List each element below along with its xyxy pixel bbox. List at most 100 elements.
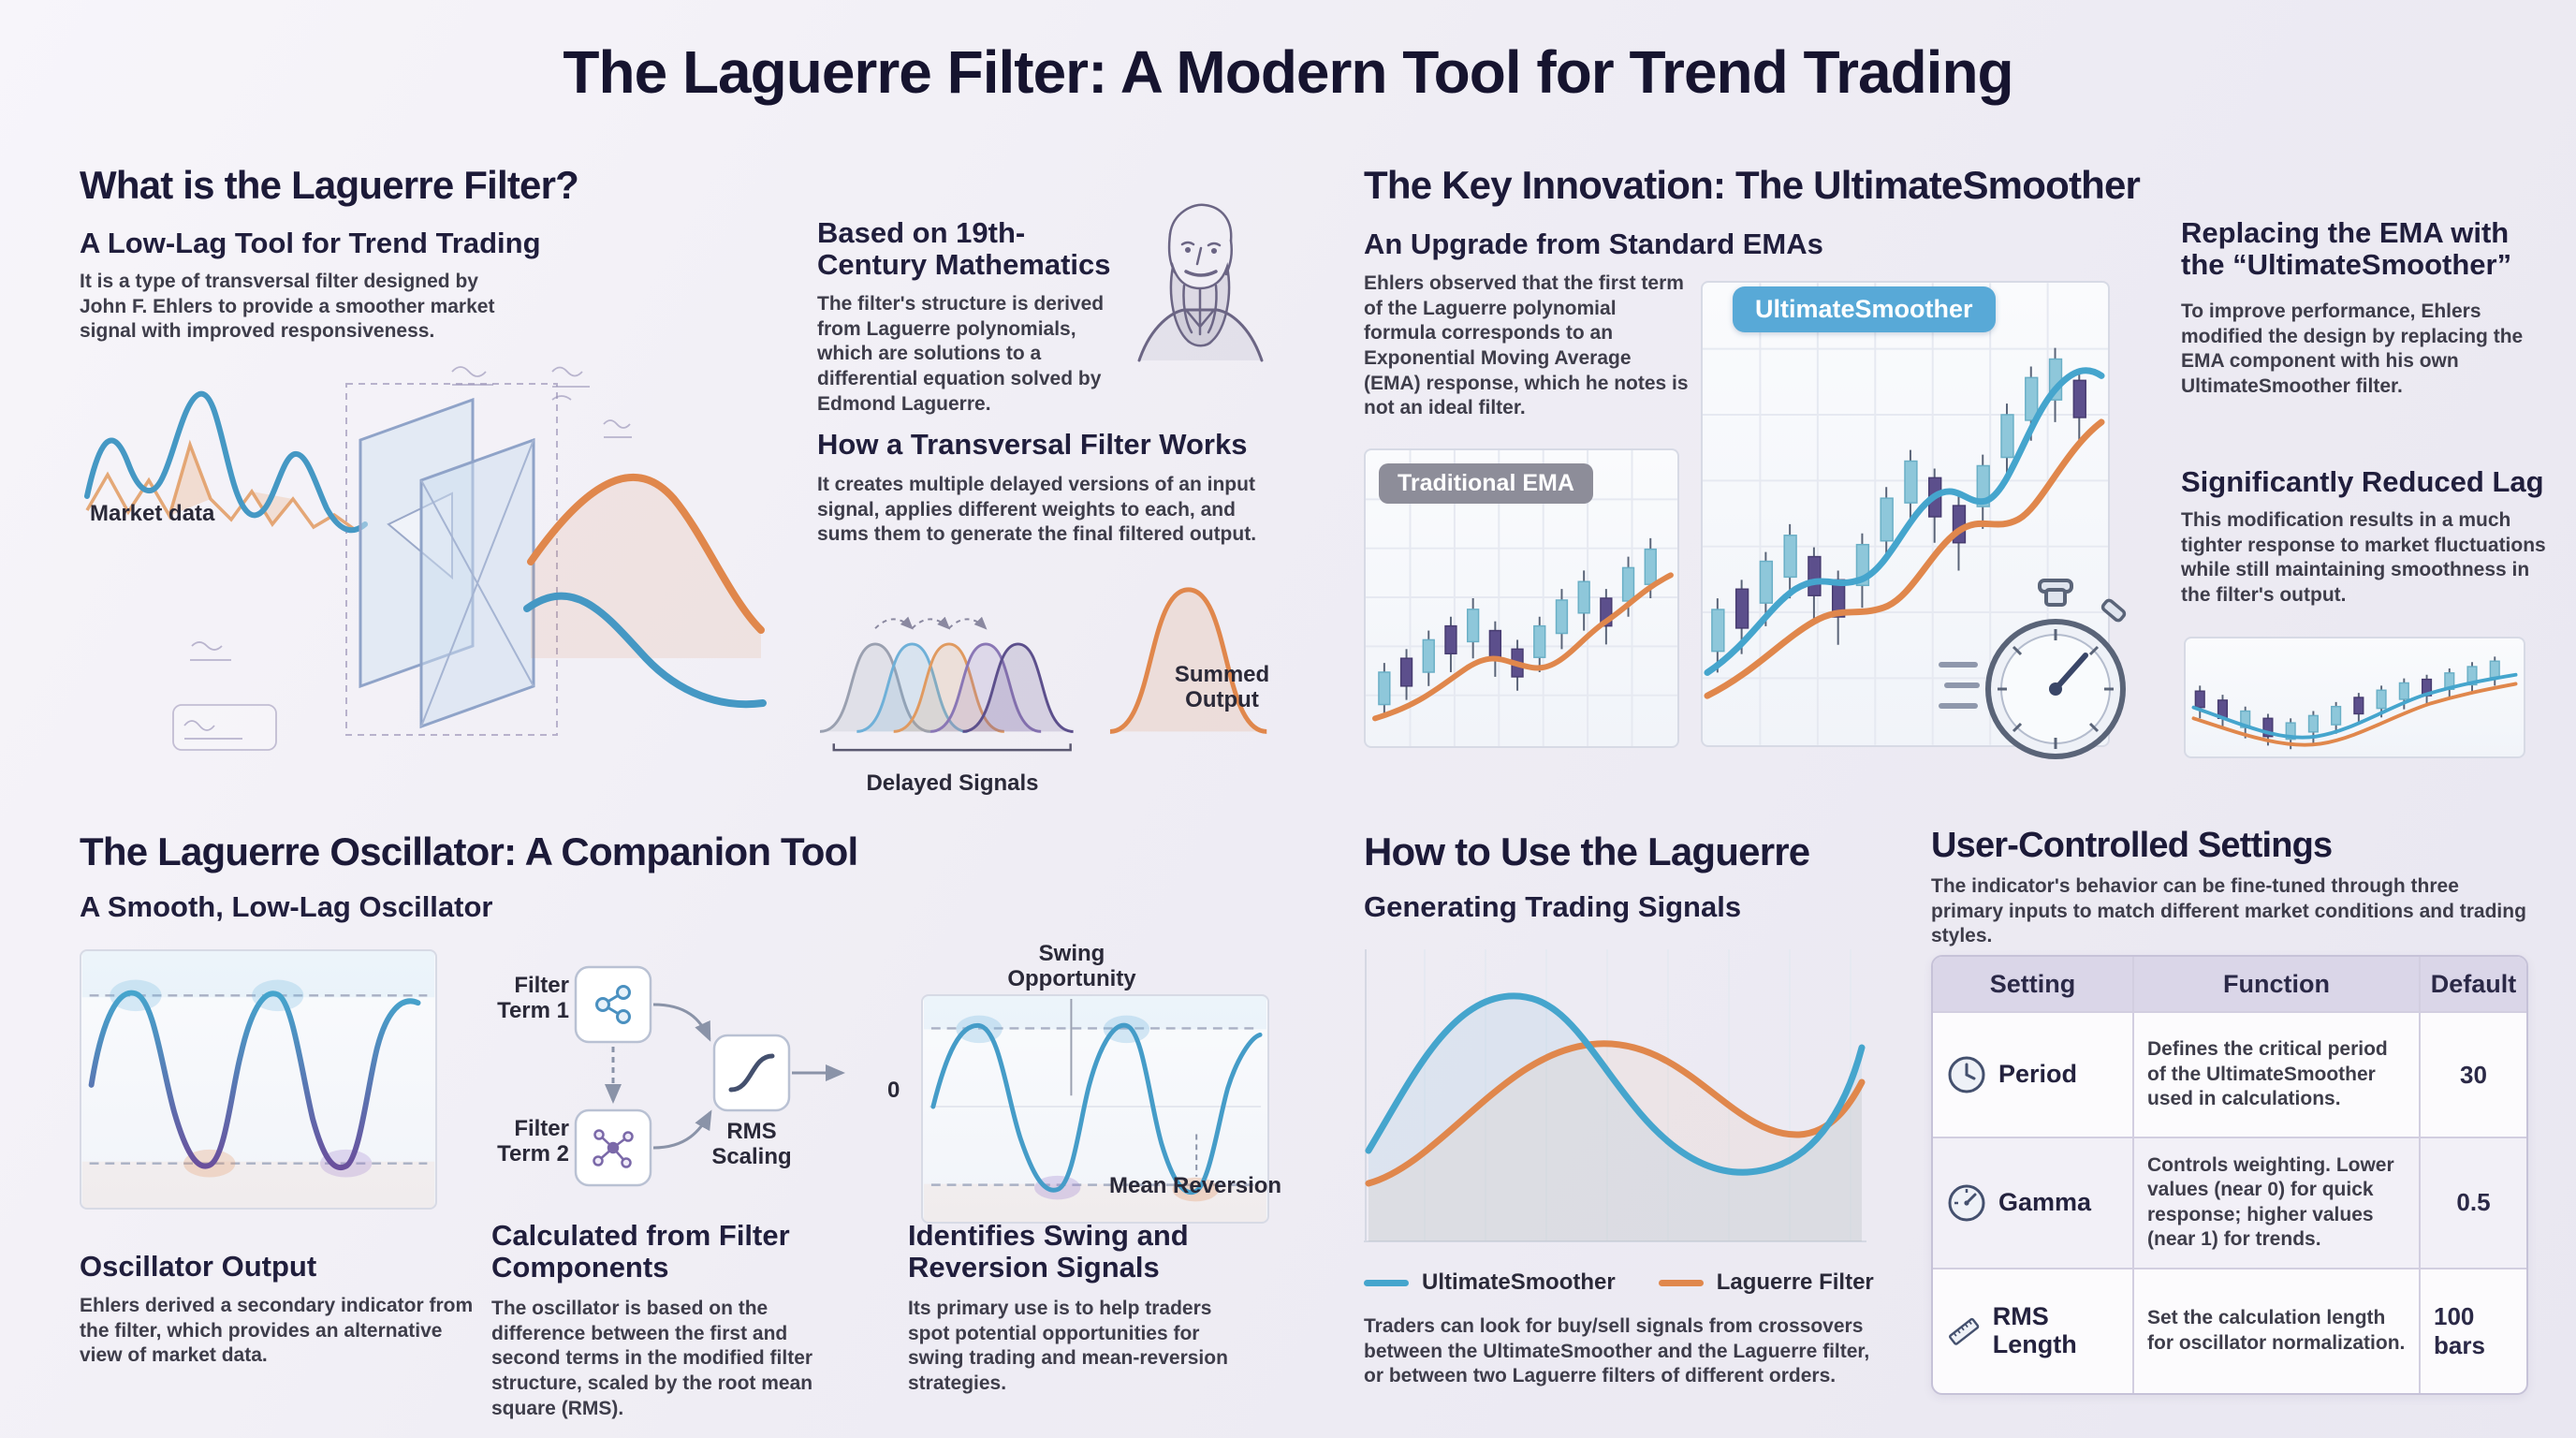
- reduced-lag-chart: [2184, 637, 2525, 758]
- ultimatesmoother-badge: UltimateSmoother: [1733, 286, 1996, 332]
- clock-icon: [1948, 1056, 1985, 1093]
- section-heading-usage: How to Use the Laguerre: [1364, 829, 1810, 873]
- share-icon: [595, 985, 631, 1024]
- section-heading-innovation: The Key Innovation: The UltimateSmoother: [1364, 163, 2141, 207]
- settings-table: Setting Function Default Period Defines …: [1931, 955, 2528, 1395]
- setting-default: 0.5: [2419, 1138, 2526, 1268]
- setting-function: Controls weighting. Lower values (near 0…: [2132, 1138, 2419, 1268]
- legend-swatch-orange: [1658, 1279, 1704, 1286]
- stopwatch-illustration: [1939, 579, 2127, 759]
- legend-swatch-blue: [1364, 1279, 1409, 1286]
- network-icon: [593, 1129, 634, 1168]
- filter-term-1-box: [574, 965, 652, 1044]
- rms-scaling-label: RMS Scaling: [711, 1119, 792, 1169]
- subheading-replacing: Replacing the EMA with the “UltimateSmoo…: [2181, 216, 2512, 282]
- subheading-signals-gen: Generating Trading Signals: [1364, 890, 1742, 923]
- zero-axis-label: 0: [887, 1078, 900, 1103]
- summed-output-curve: [1109, 587, 1267, 734]
- settings-table-header: Setting Function Default: [1933, 957, 2526, 1012]
- ultimatesmoother-curve: [1365, 992, 1866, 1176]
- laguerre-filter-curve: [1365, 1040, 1866, 1187]
- candlesticks: [1711, 347, 2086, 673]
- legend-label: UltimateSmoother: [1422, 1269, 1616, 1295]
- body-transversal: It creates multiple delayed versions of …: [817, 474, 1257, 546]
- legend-item-ultimatesmoother: UltimateSmoother: [1364, 1269, 1616, 1296]
- setting-function: Set the calculation length for oscillato…: [2132, 1269, 2419, 1393]
- body-usage: Traders can look for buy/sell signals fr…: [1364, 1315, 1870, 1387]
- smoothed-output-orange: [527, 474, 765, 634]
- swing-opportunity-label: Swing Opportunity: [1007, 941, 1136, 991]
- header-default: Default: [2419, 957, 2526, 1012]
- traditional-ema-chart: Traditional EMA: [1364, 448, 1679, 748]
- subheading-smooth-oscillator: A Smooth, Low-Lag Oscillator: [80, 890, 493, 923]
- delayed-signals-label: Delayed Signals: [866, 770, 1039, 796]
- setting-name: Period: [1998, 1060, 2078, 1089]
- market-filter-illustration: [84, 366, 767, 751]
- market-data-label: Market data: [90, 501, 215, 526]
- subheading-low-lag: A Low-Lag Tool for Trend Trading: [80, 227, 541, 259]
- body-upgrade: Ehlers observed that the first term of t…: [1364, 272, 1689, 419]
- ruler-icon: [1949, 1317, 1980, 1345]
- settings-row-period: Period Defines the critical period of th…: [1933, 1011, 2526, 1137]
- settings-row-gamma: Gamma Controls weighting. Lower values (…: [1933, 1137, 2526, 1268]
- setting-default: 30: [2419, 1013, 2526, 1137]
- chart-legend: UltimateSmoother Laguerre Filter: [1364, 1269, 1874, 1296]
- body-mathematics: The filter's structure is derived from L…: [817, 293, 1105, 415]
- subheading-mathematics: Based on 19th-Century Mathematics: [817, 216, 1111, 282]
- swing-wave: [930, 1022, 1263, 1196]
- raw-price-zigzag: [85, 439, 359, 533]
- laguerre-line-small: [2191, 682, 2518, 747]
- oscillator-wave: [88, 990, 421, 1170]
- ultimatesmoother-chart: UltimateSmoother: [1701, 281, 2110, 747]
- laguerre-portrait: [1137, 203, 1264, 362]
- body-settings: The indicator's behavior can be fine-tun…: [1931, 875, 2526, 947]
- stopwatch-needle: [2053, 653, 2088, 692]
- body-low-lag: It is a type of transversal filter desig…: [80, 271, 495, 343]
- ultimatesmoother-line: [1704, 367, 2105, 676]
- math-formula-decoration: [172, 366, 632, 751]
- setting-name: Gamma: [1998, 1188, 2092, 1217]
- body-signals: Its primary use is to help traders spot …: [908, 1298, 1228, 1394]
- subheading-transversal: How a Transversal Filter Works: [817, 428, 1248, 461]
- filter-term-2-label: Filter Term 2: [497, 1116, 569, 1167]
- gauge-icon: [1948, 1184, 1985, 1222]
- candlesticks: [1378, 537, 1657, 714]
- subheading-oscillator-output: Oscillator Output: [80, 1250, 317, 1283]
- setting-function: Defines the critical period of the Ultim…: [2132, 1013, 2419, 1137]
- legend-item-laguerre: Laguerre Filter: [1658, 1269, 1874, 1296]
- ultimatesmoother-chart-canvas: [1701, 281, 2110, 747]
- summed-output-label: Summed Output: [1174, 662, 1270, 712]
- filter-term-1-label: Filter Term 1: [497, 973, 569, 1023]
- subheading-upgrade: An Upgrade from Standard EMAs: [1364, 227, 1823, 260]
- traditional-ema-badge: Traditional EMA: [1379, 463, 1593, 504]
- page-title: The Laguerre Filter: A Modern Tool for T…: [563, 38, 2013, 106]
- subheading-signals: Identifies Swing and Reversion Signals: [908, 1219, 1189, 1284]
- body-components: The oscillator is based on the differenc…: [491, 1298, 813, 1419]
- body-oscillator-output: Ehlers derived a secondary indicator fro…: [80, 1295, 474, 1367]
- header-setting: Setting: [1989, 969, 2076, 998]
- body-replacing: To improve performance, Ehlers modified …: [2181, 301, 2524, 397]
- laguerre-line: [1704, 418, 2105, 699]
- filter-components-diagram: [574, 965, 845, 1187]
- ultimatesmoother-line-small: [2191, 672, 2518, 740]
- setting-default: 100 bars: [2419, 1269, 2526, 1393]
- ema-line: [1372, 572, 1674, 722]
- crossover-chart: [1364, 949, 1866, 1242]
- header-function: Function: [2132, 957, 2419, 1012]
- subheading-reduced-lag: Significantly Reduced Lag: [2181, 465, 2544, 498]
- oscillator-chart: [80, 949, 437, 1210]
- body-reduced-lag: This modification results in a much tigh…: [2181, 509, 2546, 606]
- legend-label: Laguerre Filter: [1716, 1269, 1874, 1295]
- delayed-signals-illustration: [820, 587, 1267, 752]
- section-heading-oscillator: The Laguerre Oscillator: A Companion Too…: [80, 829, 858, 873]
- mean-reversion-label: Mean Reversion: [1109, 1173, 1282, 1198]
- smoothed-output-blue: [523, 592, 767, 709]
- subheading-components: Calculated from Filter Components: [491, 1219, 790, 1284]
- section-heading-what-is: What is the Laguerre Filter?: [80, 163, 579, 207]
- settings-row-rms-length: RMS Length Set the calculation length fo…: [1933, 1267, 2526, 1393]
- setting-name: RMS Length: [1992, 1302, 2077, 1358]
- sigmoid-icon: [728, 1053, 775, 1093]
- market-data-wave: [84, 390, 368, 534]
- swing-signals-chart: [921, 994, 1269, 1224]
